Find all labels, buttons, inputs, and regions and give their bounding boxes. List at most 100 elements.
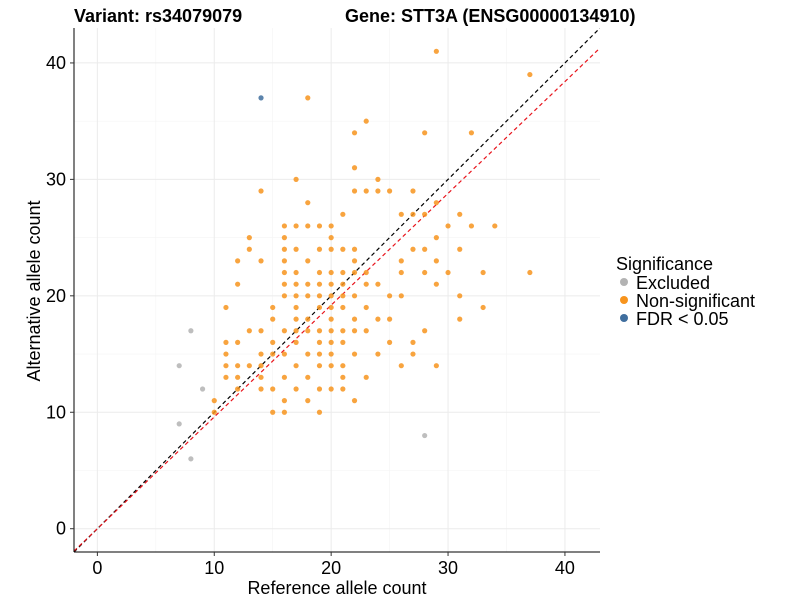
point-non-significant — [223, 339, 229, 345]
point-non-significant — [328, 363, 334, 369]
point-non-significant — [316, 281, 323, 287]
point-non-significant — [375, 316, 381, 322]
point-non-significant — [340, 211, 346, 217]
point-non-significant — [293, 316, 299, 322]
grid — [74, 28, 600, 552]
point-excluded — [188, 328, 194, 334]
point-non-significant — [340, 386, 346, 392]
point-non-significant — [398, 293, 404, 299]
point-non-significant — [422, 211, 428, 217]
chart-title-variant: Variant: rs34079079 — [74, 6, 242, 26]
point-non-significant — [351, 246, 358, 252]
point-non-significant — [351, 293, 358, 299]
point-non-significant — [445, 223, 451, 229]
y-tick-label: 0 — [56, 519, 66, 539]
point-non-significant — [340, 293, 346, 299]
y-tick-label: 30 — [46, 169, 66, 189]
point-non-significant — [363, 328, 369, 334]
point-non-significant — [281, 398, 287, 404]
point-non-significant — [340, 339, 346, 345]
chart-title-gene: Gene: STT3A (ENSG00000134910) — [345, 6, 635, 26]
point-non-significant — [293, 223, 299, 229]
point-non-significant — [375, 281, 381, 287]
point-non-significant — [410, 339, 416, 345]
point-excluded — [422, 432, 428, 439]
x-tick-label: 40 — [555, 558, 575, 578]
point-non-significant — [398, 363, 404, 369]
point-non-significant — [235, 363, 241, 369]
point-non-significant — [422, 246, 428, 252]
legend: Significance ExcludedNon-significantFDR … — [616, 254, 755, 329]
point-non-significant — [223, 374, 229, 380]
tick-labels: 0 10 20 30 40 0 10 20 30 40 — [46, 53, 575, 578]
legend-swatch — [620, 296, 628, 304]
point-non-significant — [328, 293, 334, 299]
x-tick-label: 0 — [92, 558, 102, 578]
point-non-significant — [328, 246, 334, 252]
point-excluded — [188, 456, 194, 462]
point-non-significant — [328, 339, 334, 345]
point-non-significant — [235, 281, 241, 287]
point-non-significant — [305, 223, 311, 229]
point-non-significant — [351, 316, 358, 322]
legend-label: Non-significant — [636, 291, 755, 311]
point-non-significant — [270, 304, 276, 311]
point-non-significant — [293, 293, 299, 299]
point-non-significant — [258, 351, 264, 357]
point-non-significant — [223, 363, 229, 369]
point-non-significant — [270, 386, 276, 392]
point-non-significant — [246, 363, 252, 369]
point-non-significant — [281, 351, 287, 357]
point-non-significant — [328, 328, 334, 334]
data-points — [176, 48, 533, 462]
point-non-significant — [398, 269, 404, 276]
point-non-significant — [281, 293, 287, 299]
point-non-significant — [480, 304, 486, 311]
point-non-significant — [340, 304, 346, 311]
point-non-significant — [281, 223, 287, 229]
point-non-significant — [223, 304, 229, 311]
point-non-significant — [246, 235, 252, 241]
point-non-significant — [293, 339, 299, 345]
point-non-significant — [410, 188, 416, 194]
point-non-significant — [293, 281, 299, 287]
point-non-significant — [211, 398, 217, 404]
point-non-significant — [457, 316, 463, 322]
point-non-significant — [387, 339, 393, 345]
point-non-significant — [316, 269, 323, 276]
point-non-significant — [293, 246, 299, 252]
point-non-significant — [422, 328, 428, 334]
point-non-significant — [375, 176, 381, 182]
point-non-significant — [363, 269, 369, 276]
point-non-significant — [328, 386, 334, 392]
point-non-significant — [305, 281, 311, 287]
point-non-significant — [258, 363, 264, 369]
x-tick-label: 20 — [321, 558, 341, 578]
point-non-significant — [316, 246, 323, 252]
point-non-significant — [235, 374, 241, 380]
point-non-significant — [398, 258, 404, 264]
point-non-significant — [293, 363, 299, 369]
point-non-significant — [316, 293, 323, 299]
point-non-significant — [281, 281, 287, 287]
point-non-significant — [258, 328, 264, 334]
legend-title: Significance — [616, 254, 713, 274]
y-tick-label: 20 — [46, 286, 66, 306]
point-non-significant — [328, 223, 334, 229]
point-non-significant — [270, 409, 276, 415]
x-axis-title: Reference allele count — [247, 578, 426, 598]
point-non-significant — [363, 281, 369, 287]
point-non-significant — [433, 363, 439, 369]
point-non-significant — [351, 398, 358, 404]
point-non-significant — [246, 328, 252, 334]
point-non-significant — [316, 328, 323, 334]
point-non-significant — [527, 71, 533, 78]
point-non-significant — [351, 188, 358, 194]
point-non-significant — [410, 246, 416, 252]
point-non-significant — [375, 188, 381, 194]
point-non-significant — [340, 246, 346, 252]
point-non-significant — [305, 293, 311, 299]
point-non-significant — [316, 409, 323, 415]
point-non-significant — [293, 304, 299, 311]
